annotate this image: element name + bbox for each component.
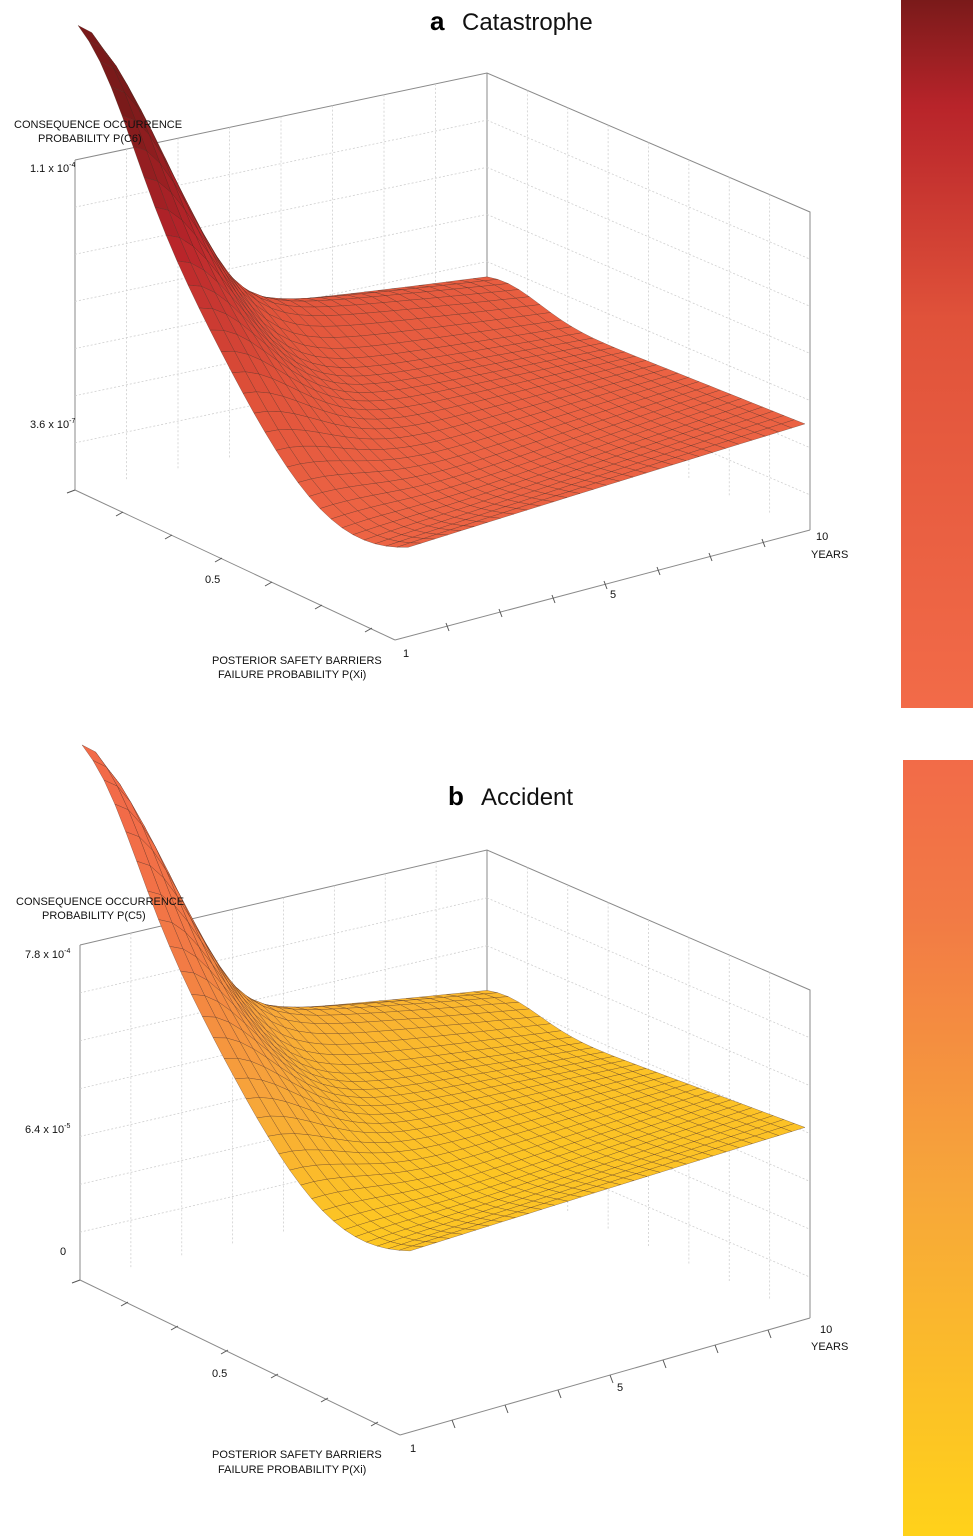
grid-line: [486, 214, 811, 354]
axis-tick: [498, 608, 503, 618]
panel-a-xlabel-line1: POSTERIOR SAFETY BARRIERS: [212, 655, 382, 667]
axis-tick: [708, 552, 713, 562]
axis-tick: [120, 1301, 129, 1307]
panel-b-ztick-low: 0: [60, 1246, 66, 1258]
axis-tick: [115, 511, 124, 517]
panel-b-zlabel-line1: CONSEQUENCE OCCURRENCE: [16, 896, 184, 908]
panel-b-colorbar: [903, 760, 973, 1536]
axis-tick: [504, 1404, 509, 1414]
panel-a-xtick-0.5: 0.5: [205, 574, 220, 586]
axis-tick: [264, 581, 273, 587]
panel-a-zlabel-line1: CONSEQUENCE OCCURRENCE: [14, 119, 182, 131]
axis-tick: [714, 1344, 719, 1354]
panel-b-title: Accident: [481, 784, 573, 811]
axis-tick: [66, 489, 76, 494]
panel-b-xtick-0.5: 0.5: [212, 1368, 227, 1380]
panel-a-colorbar: [901, 0, 973, 708]
panel-b-ytick-10: 10: [820, 1324, 832, 1336]
axis-tick: [170, 1325, 179, 1331]
panel-a-zlabel-line2: PROBABILITY P(C6): [38, 133, 142, 145]
axis-tick: [314, 604, 323, 610]
surface-patch: [396, 542, 422, 548]
panel-a-ytick-5: 5: [610, 589, 616, 601]
axis-tick: [364, 627, 373, 633]
panel-a-surface: [77, 25, 806, 548]
panel-b-xtick-1: 1: [410, 1443, 416, 1455]
axis-tick: [220, 1349, 229, 1355]
axis-tick: [656, 566, 661, 576]
panel-b-xlabel-line2: FAILURE PROBABILITY P(Xi): [218, 1464, 366, 1476]
axis-tick: [370, 1421, 379, 1427]
axis-tick: [164, 534, 173, 540]
axis-tick: [71, 1279, 81, 1284]
axis-tick: [214, 557, 223, 563]
axis-tick: [557, 1389, 562, 1399]
axis-tick: [270, 1373, 279, 1379]
axis-tick: [767, 1329, 772, 1339]
axis-tick: [451, 1419, 456, 1429]
panel-b: b Accident CONSEQUENCE OCCURRENCE PROBAB…: [16, 744, 973, 1536]
panel-b-ztick-mid: 6.4 x 10-5: [25, 1123, 70, 1136]
panel-b-ytick-5: 5: [617, 1382, 623, 1394]
panel-a-ytick-10: 10: [816, 531, 828, 543]
panel-a-ylabel: YEARS: [811, 549, 848, 561]
axis-tick: [551, 594, 556, 604]
axis-tick: [445, 622, 450, 632]
panel-a: a Catastrophe CONSEQUENCE OCCURRENCE PRO…: [14, 0, 973, 708]
panel-a-title: Catastrophe: [462, 9, 593, 36]
panel-b-ztick-top: 7.8 x 10-4: [25, 948, 70, 961]
surface-patch: [399, 1245, 424, 1252]
panel-a-ztick-top: 1.1 x 10-4: [30, 162, 75, 175]
panel-a-xlabel-line2: FAILURE PROBABILITY P(Xi): [218, 669, 366, 681]
panel-b-zlabel-line2: PROBABILITY P(C5): [42, 910, 146, 922]
panel-b-xlabel-line1: POSTERIOR SAFETY BARRIERS: [212, 1449, 382, 1461]
axis-tick: [320, 1397, 329, 1403]
grid-line: [486, 355, 811, 496]
grid-line: [79, 897, 488, 994]
surface-patch: [77, 25, 103, 49]
panel-a-letter: a: [430, 6, 445, 36]
grid-line: [486, 166, 811, 307]
panel-b-surface: [81, 744, 806, 1252]
panel-b-letter: b: [448, 781, 464, 811]
axis-tick: [662, 1359, 667, 1369]
axis-tick: [761, 538, 766, 548]
axis-tick: [603, 580, 608, 590]
panel-b-ylabel: YEARS: [811, 1341, 848, 1353]
grid-line: [79, 945, 488, 1042]
grid-line: [486, 897, 811, 1039]
grid-line: [486, 261, 811, 401]
axis-tick: [609, 1374, 614, 1384]
grid-line: [486, 119, 811, 260]
panel-a-ztick-mid: 3.6 x 10-7: [30, 418, 75, 431]
panel-a-xtick-1: 1: [403, 648, 409, 660]
surface-patch: [81, 744, 107, 768]
grid-line: [486, 1136, 811, 1278]
grid-line: [486, 945, 811, 1087]
